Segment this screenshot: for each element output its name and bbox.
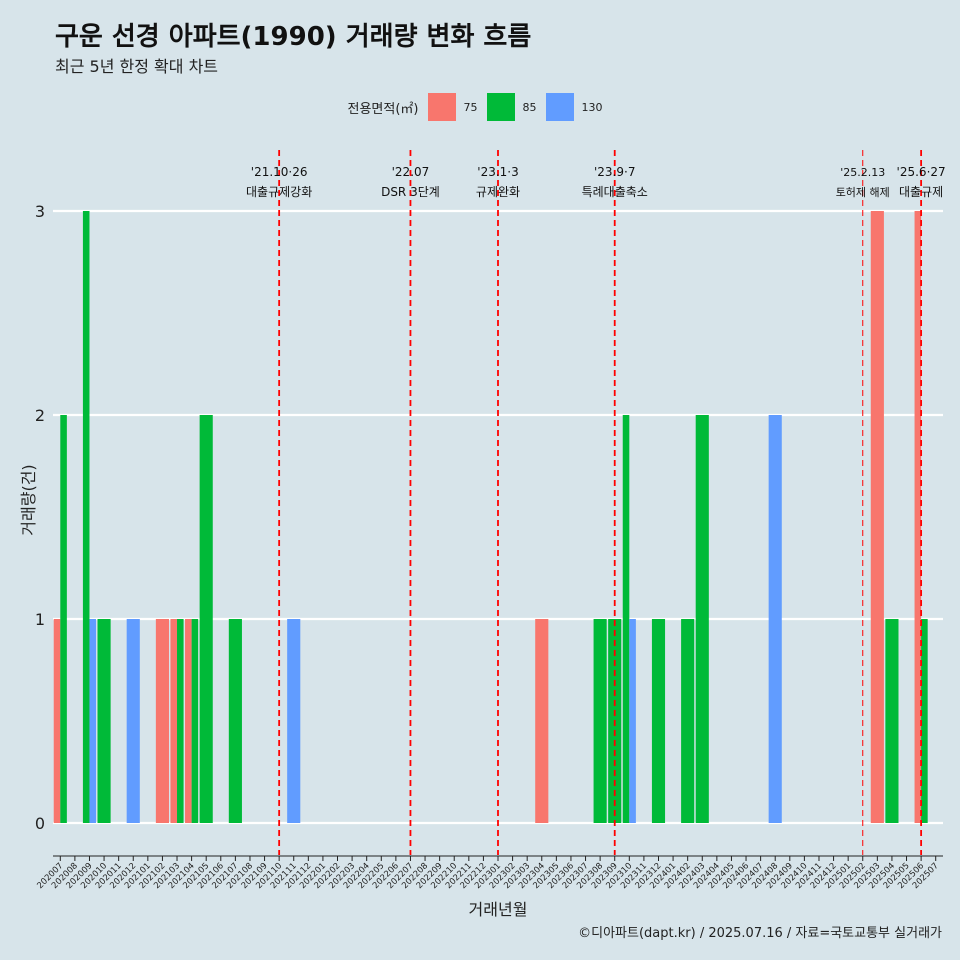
y-tick-label: 3 [35,202,45,221]
y-axis-title: 거래량(건) [19,464,38,535]
bar-75-202103 [170,619,178,823]
bar-130-202310 [629,619,636,823]
annotation-date: '25.2.13 [840,166,885,179]
bar-75-202506 [914,211,922,823]
annotation-label: 규제완화 [476,185,520,199]
bar-85-202007 [60,415,67,823]
bar-85-202104 [191,619,199,823]
y-tick-label: 2 [35,406,45,425]
bar-75-202102 [155,619,169,823]
annotation-label: 대출규제 [899,185,943,199]
bar-75-202104 [185,619,192,823]
bar-85-202504 [885,619,899,823]
annotation-label: DSR 3단계 [381,185,440,199]
legend-label-75: 75 [463,100,478,114]
annotation-label: 대출규제강화 [246,185,312,199]
bar-85-202009 [82,211,90,823]
y-tick-label: 0 [35,814,45,833]
x-axis-title: 거래년월 [469,900,528,919]
legend-swatch-130 [546,93,575,121]
annotation-date: '23.1·3 [477,165,518,179]
annotation-label: 특례대출축소 [582,185,648,199]
bar-85-202308 [593,619,607,823]
annotation-date: '22.07 [392,165,430,179]
bar-130-202012 [126,619,140,823]
bar-85-202506 [921,619,928,823]
annotation-label: 토허제 해제 [836,185,890,199]
bar-85-202010 [97,619,111,823]
bar-75-202503 [870,211,884,823]
bar-75-202007 [53,619,61,823]
bar-85-202310 [622,415,630,823]
bar-130-202009 [89,619,97,823]
legend-label-85: 85 [522,100,537,114]
annotation-date: '23.9·7 [594,165,635,179]
chart-subtitle: 최근 5년 한정 확대 차트 [55,57,219,76]
legend-item-130: 130 [546,93,604,121]
bar-85-202103 [177,619,184,823]
bar-85-202105 [199,415,213,823]
legend-title: 전용면적(㎡) [347,101,419,117]
bar-85-202107 [228,619,242,823]
bar-130-202111 [287,619,301,823]
bar-85-202312 [651,619,666,823]
bar-85-202402 [681,619,695,823]
annotation-date: '21.10·26 [251,165,308,179]
chart-title: 구운 선경 아파트(1990) 거래량 변화 흐름 [55,22,532,52]
legend-item-75: 75 [428,93,479,121]
caption: ©디아파트(dapt.kr) / 2025.07.16 / 자료=국토교통부 실… [578,926,942,941]
y-tick-label: 1 [35,610,45,629]
annotation-date: '25.6·27 [897,165,946,179]
bar-85-202403 [695,415,709,823]
legend-swatch-75 [428,93,457,121]
legend-swatch-85 [487,93,516,121]
legend-item-85: 85 [487,93,538,121]
bar-130-202408 [768,415,782,823]
bar-75-202304 [535,619,549,823]
legend-label-130: 130 [581,100,603,114]
legend: 전용면적(㎡) 75 85 130 [0,93,960,121]
